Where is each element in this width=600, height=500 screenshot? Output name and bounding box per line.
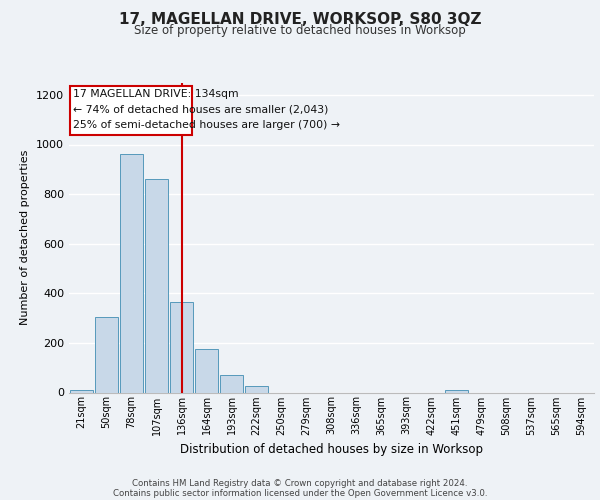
Text: 17 MAGELLAN DRIVE: 134sqm
← 74% of detached houses are smaller (2,043)
25% of se: 17 MAGELLAN DRIVE: 134sqm ← 74% of detac…	[73, 89, 340, 130]
Text: 17, MAGELLAN DRIVE, WORKSOP, S80 3QZ: 17, MAGELLAN DRIVE, WORKSOP, S80 3QZ	[119, 12, 481, 28]
Bar	[145, 179, 168, 392]
Y-axis label: Number of detached properties: Number of detached properties	[20, 150, 31, 325]
Bar	[220, 375, 243, 392]
Bar	[445, 390, 468, 392]
Bar	[170, 302, 193, 392]
Text: Contains public sector information licensed under the Open Government Licence v3: Contains public sector information licen…	[113, 489, 487, 498]
Bar	[195, 349, 218, 393]
X-axis label: Distribution of detached houses by size in Worksop: Distribution of detached houses by size …	[180, 443, 483, 456]
Bar	[245, 386, 268, 392]
Bar	[95, 317, 118, 392]
Text: Contains HM Land Registry data © Crown copyright and database right 2024.: Contains HM Land Registry data © Crown c…	[132, 479, 468, 488]
FancyBboxPatch shape	[70, 86, 191, 135]
Text: Size of property relative to detached houses in Worksop: Size of property relative to detached ho…	[134, 24, 466, 37]
Bar	[70, 390, 93, 392]
Bar	[120, 154, 143, 392]
